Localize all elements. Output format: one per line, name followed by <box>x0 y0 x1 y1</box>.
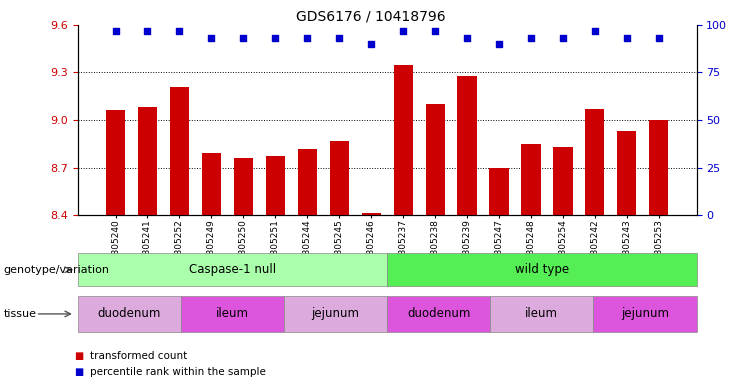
Text: wild type: wild type <box>515 263 569 276</box>
Point <box>237 35 249 41</box>
Point <box>142 28 153 34</box>
Text: ■: ■ <box>74 351 83 361</box>
Bar <box>457 76 476 215</box>
Bar <box>393 65 413 215</box>
Point <box>397 28 409 34</box>
Text: jejunum: jejunum <box>312 308 359 320</box>
Text: ■: ■ <box>74 367 83 377</box>
Point <box>270 35 282 41</box>
Bar <box>298 149 317 215</box>
Bar <box>138 107 157 215</box>
Point <box>621 35 633 41</box>
Bar <box>522 144 541 215</box>
Bar <box>617 131 637 215</box>
Text: ileum: ileum <box>525 308 559 320</box>
Bar <box>554 147 573 215</box>
Point <box>461 35 473 41</box>
Bar <box>330 141 349 215</box>
Bar <box>202 153 221 215</box>
Bar <box>170 87 189 215</box>
Bar <box>490 167 508 215</box>
Point <box>205 35 217 41</box>
Bar <box>106 111 125 215</box>
Text: duodenum: duodenum <box>98 308 161 320</box>
Text: transformed count: transformed count <box>90 351 187 361</box>
Point <box>429 28 441 34</box>
Text: duodenum: duodenum <box>407 308 471 320</box>
Bar <box>362 214 381 215</box>
Point <box>589 28 601 34</box>
Bar <box>266 156 285 215</box>
Point <box>333 35 345 41</box>
Text: genotype/variation: genotype/variation <box>4 265 110 275</box>
Text: jejunum: jejunum <box>621 308 669 320</box>
Point <box>302 35 313 41</box>
Text: tissue: tissue <box>4 309 37 319</box>
Text: GDS6176 / 10418796: GDS6176 / 10418796 <box>296 10 445 23</box>
Bar <box>649 120 668 215</box>
Point <box>173 28 185 34</box>
Text: percentile rank within the sample: percentile rank within the sample <box>90 367 266 377</box>
Text: Caspase-1 null: Caspase-1 null <box>189 263 276 276</box>
Point <box>557 35 569 41</box>
Bar <box>585 109 605 215</box>
Point <box>110 28 122 34</box>
Point <box>525 35 537 41</box>
Point <box>365 41 377 47</box>
Point <box>493 41 505 47</box>
Point <box>653 35 665 41</box>
Bar <box>425 104 445 215</box>
Bar <box>233 158 253 215</box>
Text: ileum: ileum <box>216 308 249 320</box>
